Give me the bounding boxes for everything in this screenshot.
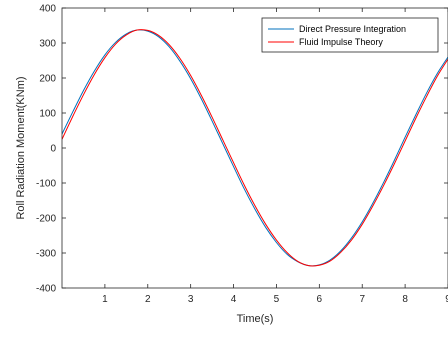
y-tick-label: 200 [39, 74, 56, 85]
x-tick-label: 8 [402, 294, 408, 305]
y-tick-label: -400 [36, 284, 56, 295]
x-tick-label: 1 [102, 294, 108, 305]
x-tick-label: 3 [188, 294, 194, 305]
plot-area [62, 8, 448, 288]
series-line-1 [62, 29, 448, 267]
y-axis-label: Roll Radiation Moment(KNm) [15, 76, 27, 219]
y-tick-label: -300 [36, 249, 56, 260]
x-tick-label: 7 [359, 294, 365, 305]
y-tick-label: 400 [39, 4, 56, 15]
x-tick-label: 6 [317, 294, 323, 305]
y-tick-label: 100 [39, 109, 56, 120]
y-tick-label: -100 [36, 179, 56, 190]
series-line-2 [62, 29, 448, 267]
y-tick-label: 300 [39, 39, 56, 50]
legend-box [261, 17, 439, 53]
y-tick-label: 0 [50, 144, 56, 155]
y-tick-label: -200 [36, 214, 56, 225]
x-tick-label: 2 [145, 294, 151, 305]
legend-label-2: Fluid Impulse Theory [299, 37, 383, 47]
x-tick-label: 9 [445, 294, 448, 305]
legend-label-1: Direct Pressure Integration [299, 24, 406, 34]
x-tick-label: 4 [231, 294, 237, 305]
legend: Direct Pressure Integration Fluid Impulse… [261, 17, 439, 53]
x-axis-label: Time(s) [237, 313, 274, 325]
x-tick-label: 5 [274, 294, 280, 305]
